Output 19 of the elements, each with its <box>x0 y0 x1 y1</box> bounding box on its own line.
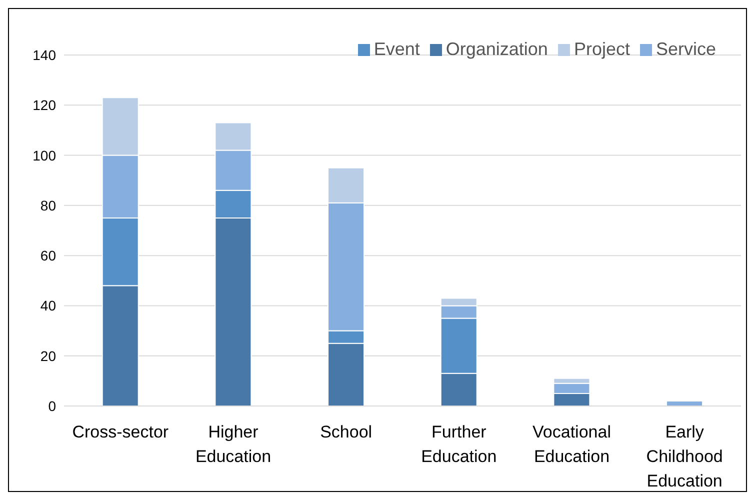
x-tick-label: Vocational Education <box>532 422 611 466</box>
y-tick-label: 140 <box>32 46 56 63</box>
legend-label: Event <box>374 39 420 59</box>
legend-label: Organization <box>446 39 548 59</box>
x-tick-label: Early Childhood Education <box>646 422 723 491</box>
x-tick-label: Further Education <box>421 422 497 466</box>
x-tick-label: Higher Education <box>195 422 272 466</box>
y-tick-label: 20 <box>40 348 56 364</box>
legend-label: Service <box>656 39 716 59</box>
x-tick-label: School <box>320 422 372 442</box>
y-tick-label: 40 <box>40 298 56 314</box>
y-tick-label: 60 <box>40 248 56 264</box>
x-tick-label: Cross-sector <box>72 422 169 442</box>
y-tick-label: 80 <box>40 197 56 214</box>
legend-label: Project <box>574 39 630 59</box>
y-tick-label: 100 <box>32 147 56 164</box>
y-tick-label: 120 <box>32 97 56 114</box>
y-tick-label: 0 <box>48 398 56 414</box>
bar <box>666 400 704 406</box>
